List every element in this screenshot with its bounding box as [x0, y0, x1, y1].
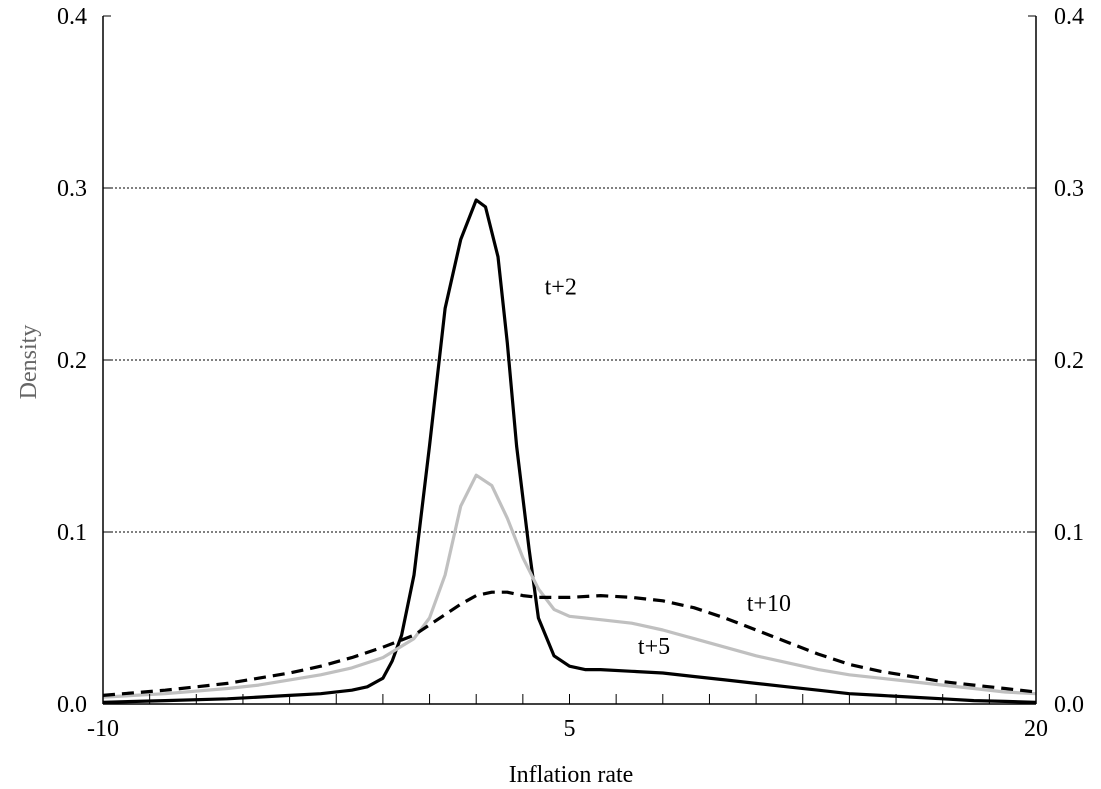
x-tick-label: -10 — [87, 716, 119, 742]
y-tick-label-right: 0.4 — [1054, 4, 1084, 30]
y-tick-label-right: 0.0 — [1054, 692, 1084, 718]
y-tick-label-right: 0.1 — [1054, 520, 1084, 546]
y-tick-label-left: 0.4 — [57, 4, 87, 30]
y-tick-label-left: 0.3 — [57, 176, 87, 202]
axes — [102, 15, 1037, 705]
series-lines — [102, 198, 1037, 704]
y-tick-label-left: 0.2 — [57, 348, 87, 374]
x-tick-label: 5 — [564, 716, 576, 742]
grid-lines — [103, 187, 1036, 533]
y-tick-label-left: 0.0 — [57, 692, 87, 718]
y-tick-label-left: 0.1 — [57, 520, 87, 546]
y-tick-label-right: 0.2 — [1054, 348, 1084, 374]
series-line-0 — [102, 198, 1037, 704]
series-annotation: t+2 — [545, 275, 577, 301]
tick-labels: -10 5 200.0 0.00.1 0.10.2 0.20.3 0.30.4 0.4 — [57, 4, 1084, 742]
series-annotation: t+5 — [638, 634, 670, 660]
y-axis-title: Density — [16, 325, 42, 400]
series-line-1 — [102, 473, 1037, 699]
y-tick-label-right: 0.3 — [1054, 176, 1084, 202]
series-line-2 — [102, 590, 1037, 697]
x-tick-label: 20 — [1024, 716, 1048, 742]
annotations: t+2 t+5 t+10 — [545, 275, 791, 660]
x-axis-title: Inflation rate — [509, 762, 634, 788]
series-annotation: t+10 — [747, 591, 791, 617]
